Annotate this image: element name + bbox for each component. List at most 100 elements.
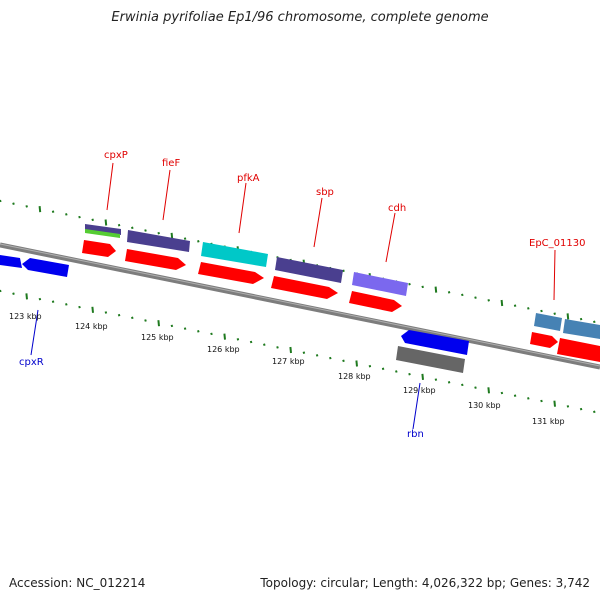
minor-tick <box>566 405 570 408</box>
minor-tick <box>117 313 121 317</box>
label-leaders <box>30 162 556 430</box>
chromosome-backbone-highlight <box>0 243 600 367</box>
minor-tick <box>342 269 345 273</box>
minor-tick <box>513 394 517 397</box>
minor-tick <box>487 299 490 302</box>
major-tick <box>566 313 570 320</box>
cds-arrow-cdh[interactable] <box>349 291 402 312</box>
minor-tick <box>38 297 42 301</box>
major-tick <box>91 306 94 313</box>
minor-tick <box>197 240 200 243</box>
adjacent-gene-bar[interactable] <box>563 319 600 339</box>
cds-arrow-fieF[interactable] <box>125 249 186 270</box>
gene-label-sbp[interactable]: sbp <box>316 187 334 198</box>
major-tick <box>500 299 504 307</box>
cpxP-gene-bar[interactable] <box>85 224 121 235</box>
minor-tick <box>513 304 517 307</box>
gene-label-rbn[interactable]: rbn <box>407 429 424 440</box>
reverse-gene-features <box>0 255 469 373</box>
cds-arrow-sbp[interactable] <box>271 276 338 299</box>
gene-label-cpxR[interactable]: cpxR <box>19 357 44 368</box>
rbn-gene-bar[interactable] <box>396 346 465 373</box>
minor-tick <box>78 305 81 309</box>
gene-label-fieF[interactable]: fieF <box>162 158 180 169</box>
minor-tick <box>65 213 68 216</box>
minor-tick <box>12 292 15 295</box>
position-label: 130 kbp <box>468 401 501 410</box>
minor-tick <box>197 330 200 333</box>
minor-tick <box>447 291 451 294</box>
minor-tick <box>368 364 372 368</box>
gene-label-cpxP[interactable]: cpxP <box>104 150 128 161</box>
lower-tick-row <box>0 289 596 414</box>
major-tick <box>289 346 292 354</box>
minor-tick <box>12 202 15 205</box>
position-label: 124 kbp <box>75 322 108 331</box>
minor-tick <box>408 282 411 286</box>
minor-tick <box>315 354 319 357</box>
sbp-gene-bar[interactable] <box>275 257 343 283</box>
cds-arrow-adjacent[interactable] <box>557 338 600 362</box>
minor-tick <box>236 338 240 341</box>
cds-arrow-reverse-left[interactable] <box>0 255 22 268</box>
cds-arrow-rbn[interactable] <box>401 330 469 355</box>
minor-tick <box>144 319 147 322</box>
minor-tick <box>249 340 253 344</box>
minor-tick <box>421 285 424 289</box>
minor-tick <box>91 218 94 222</box>
cds-arrow-pfkA[interactable] <box>198 262 264 284</box>
position-label: 131 kbp <box>532 417 565 426</box>
minor-tick <box>408 372 411 376</box>
position-label: 128 kbp <box>338 372 371 381</box>
minor-tick <box>342 359 345 363</box>
major-tick <box>223 333 226 340</box>
minor-tick <box>395 370 398 373</box>
minor-tick <box>78 215 81 219</box>
forward-cds-arrows <box>82 240 600 362</box>
position-label: 126 kbp <box>207 345 240 354</box>
cds-arrow-EpC_01130[interactable] <box>530 332 558 348</box>
minor-tick <box>183 327 187 330</box>
minor-tick <box>51 300 55 303</box>
chromosome-backbone <box>0 242 600 370</box>
gene-label-cdh[interactable]: cdh <box>388 203 406 214</box>
cds-arrow-cpxP[interactable] <box>82 240 116 257</box>
position-label: 127 kbp <box>272 357 305 366</box>
minor-tick <box>104 311 108 314</box>
EpC_01130-gene-bar[interactable] <box>534 313 562 331</box>
minor-tick <box>434 378 438 381</box>
major-tick <box>157 320 160 327</box>
position-label: 125 kbp <box>141 333 174 342</box>
minor-tick <box>474 296 477 299</box>
accession-text: Accession: NC_012214 <box>9 576 146 590</box>
minor-tick <box>553 312 556 315</box>
minor-tick <box>263 343 266 346</box>
major-tick <box>38 206 42 213</box>
minor-tick <box>540 399 543 403</box>
minor-tick <box>527 307 530 310</box>
forward-gene-features <box>85 224 600 339</box>
minor-tick <box>0 289 2 293</box>
minor-tick <box>131 226 134 230</box>
minor-tick <box>0 199 2 203</box>
minor-tick <box>593 320 596 324</box>
cdh-gene-bar[interactable] <box>352 272 408 296</box>
position-label: 129 kbp <box>403 386 436 395</box>
minor-tick <box>329 356 332 360</box>
minor-tick <box>51 210 55 213</box>
gene-label-pfkA[interactable]: pfkA <box>237 173 260 184</box>
minor-tick <box>381 367 385 371</box>
major-tick <box>553 400 556 407</box>
major-tick <box>434 286 438 293</box>
minor-tick <box>461 293 464 297</box>
major-tick <box>104 219 108 226</box>
cds-arrow-cpxR[interactable] <box>22 258 69 277</box>
minor-tick <box>117 223 121 227</box>
cpxP-gene-bar-stripe <box>85 229 120 238</box>
gene-label-EpC_01130[interactable]: EpC_01130 <box>529 238 585 249</box>
fieF-gene-bar[interactable] <box>127 230 190 252</box>
position-labels: 123 kbp 124 kbp 125 kbp 126 kbp 127 kbp … <box>9 312 565 426</box>
pfkA-gene-bar[interactable] <box>201 242 268 267</box>
